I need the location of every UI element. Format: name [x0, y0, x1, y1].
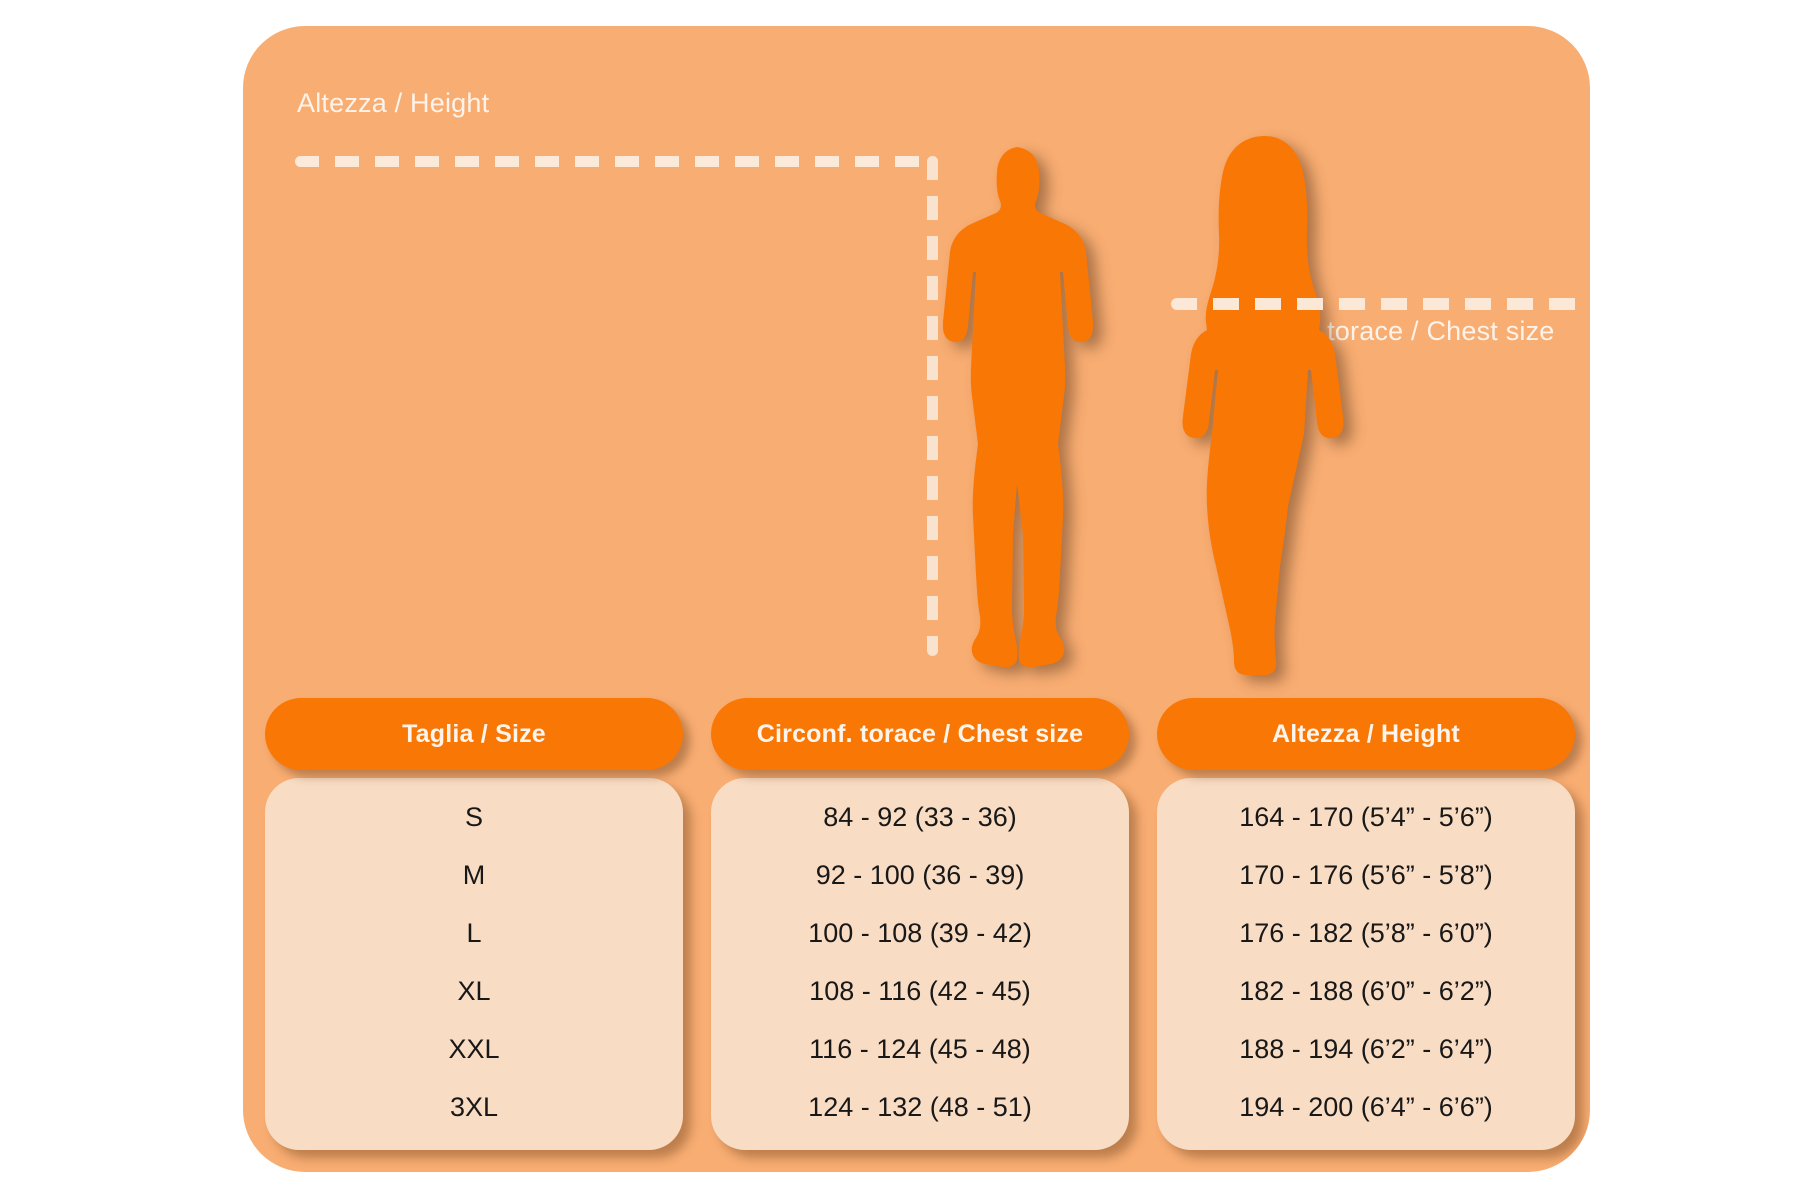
table-cell: XL [457, 975, 491, 1006]
chest-size-column: Circonf. torace / Chest size 84 - 92 (33… [711, 698, 1129, 1158]
table-cell: 170 - 176 (5’6” - 5’8”) [1239, 859, 1493, 890]
table-cell: 84 - 92 (33 - 36) [823, 801, 1017, 832]
table-cell: S [464, 801, 483, 832]
size-column-body: S M L XL XXL 3XL [265, 778, 683, 1150]
table-cell: 176 - 182 (5’8” - 6’0”) [1239, 917, 1493, 948]
table-cell: 3XL [449, 1091, 499, 1122]
table-cell: 188 - 194 (6’2” - 6’4”) [1239, 1033, 1493, 1064]
table-cell: 116 - 124 (45 - 48) [809, 1033, 1031, 1064]
height-guide-horizontal-dashed-line [295, 156, 938, 167]
height-column: Altezza / Height 164 - 170 (5’4” - 5’6”)… [1157, 698, 1575, 1158]
table-cell: XXL [448, 1033, 500, 1064]
table-cell: 182 - 188 (6’0” - 6’2”) [1239, 975, 1493, 1006]
height-guide-label: Altezza / Height [297, 88, 490, 118]
table-cell: 108 - 116 (42 - 45) [809, 975, 1031, 1006]
table-cell: 124 - 132 (48 - 51) [808, 1091, 1032, 1122]
size-column-header: Taglia / Size [265, 698, 683, 770]
chest-size-column-body: 84 - 92 (33 - 36) 92 - 100 (36 - 39) 100… [711, 778, 1129, 1150]
size-table: Taglia / Size S M L XL XXL 3XL Circonf. … [265, 698, 1575, 1158]
table-cell: L [466, 917, 482, 948]
female-silhouette-icon [1182, 135, 1344, 675]
measurement-diagram: Altezza / Height Circof. torace / Chest … [243, 26, 1590, 696]
height-column-body: 164 - 170 (5’4” - 5’6”) 170 - 176 (5’6” … [1157, 778, 1575, 1150]
table-cell: 164 - 170 (5’4” - 5’6”) [1239, 801, 1493, 832]
height-column-header: Altezza / Height [1157, 698, 1575, 770]
size-chart-panel: Altezza / Height Circof. torace / Chest … [243, 26, 1590, 1172]
male-silhouette-icon [943, 147, 1094, 668]
table-cell: 100 - 108 (39 - 42) [808, 917, 1032, 948]
table-cell: 92 - 100 (36 - 39) [815, 859, 1025, 890]
table-cell: 194 - 200 (6’4” - 6’6”) [1239, 1091, 1493, 1122]
height-guide-vertical-dashed-line [927, 156, 938, 656]
chest-guide-dashed-line [1171, 298, 1589, 310]
size-column: Taglia / Size S M L XL XXL 3XL [265, 698, 683, 1158]
table-cell: M [462, 859, 486, 890]
chest-size-column-header: Circonf. torace / Chest size [711, 698, 1129, 770]
